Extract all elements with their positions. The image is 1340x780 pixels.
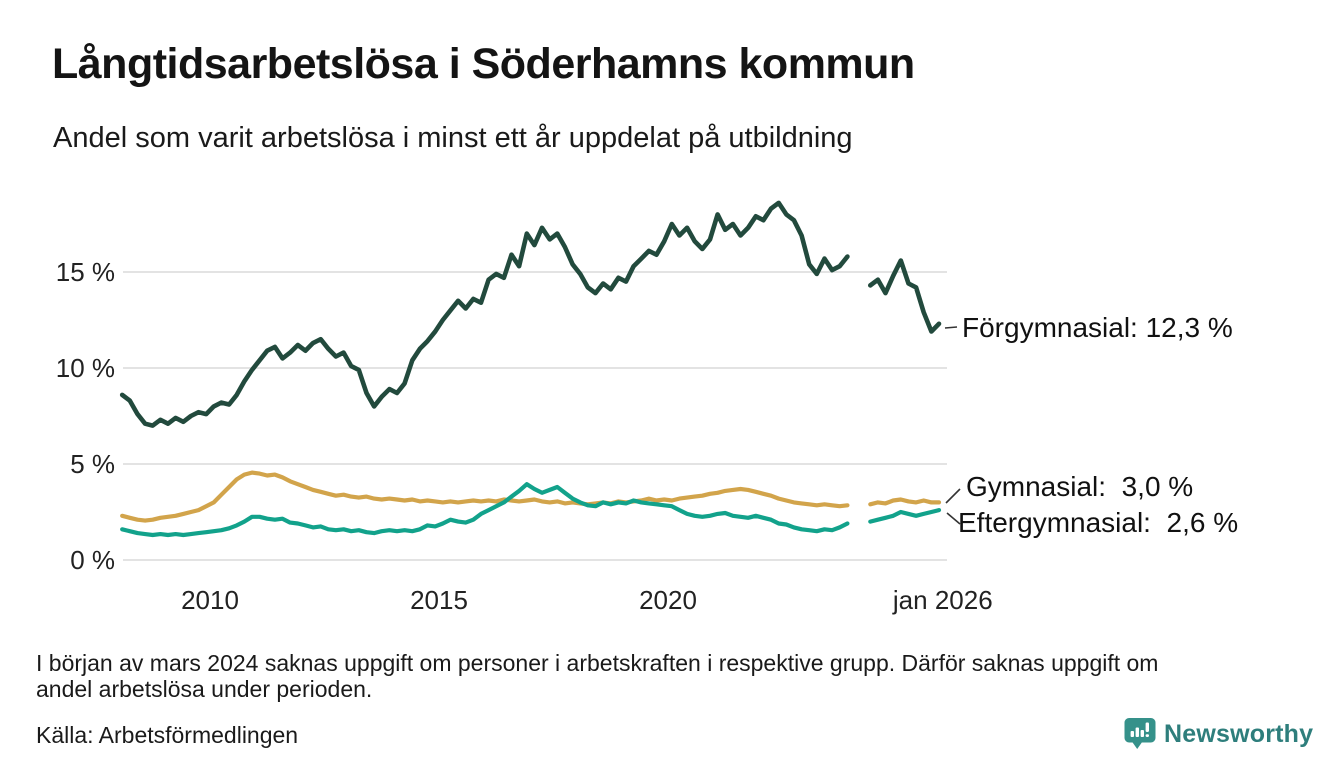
chart-subtitle: Andel som varit arbetslösa i minst ett å… bbox=[53, 122, 853, 154]
footnote: I början av mars 2024 saknas uppgift om … bbox=[36, 650, 1296, 702]
y-tick-10: 10 % bbox=[55, 353, 115, 383]
x-tick-2020: 2020 bbox=[639, 585, 697, 615]
series-line-förgymnasial bbox=[119, 200, 942, 428]
y-tick-5: 5 % bbox=[70, 449, 115, 479]
brand-name: Newsworthy bbox=[1164, 720, 1314, 748]
footnote-line-2: andel arbetslösa under perioden. bbox=[36, 676, 373, 702]
series-end-label-forgymnasial: Förgymnasial: 12,3 % bbox=[962, 312, 1233, 343]
label-leader-lines bbox=[944, 326, 961, 525]
leader-line-gymnasial bbox=[945, 488, 961, 504]
newsworthy-bars-glyph bbox=[1130, 722, 1149, 737]
x-tick-2010: 2010 bbox=[181, 585, 239, 615]
leader-line-eftergymnasial bbox=[946, 512, 961, 525]
series-line-eftergymnasial bbox=[120, 482, 942, 538]
footnote-line-1: I början av mars 2024 saknas uppgift om … bbox=[36, 650, 1159, 676]
source-credit: Källa: Arbetsförmedlingen bbox=[36, 722, 299, 748]
series-end-label-eftergymnasial: Eftergymnasial: 2,6 % bbox=[958, 507, 1239, 538]
x-tick-jan-2026: jan 2026 bbox=[892, 585, 993, 615]
x-tick-2015: 2015 bbox=[410, 585, 468, 615]
y-tick-15: 15 % bbox=[55, 257, 115, 287]
newsworthy-icon bbox=[1124, 718, 1156, 749]
brand-logo: Newsworthy bbox=[1124, 717, 1313, 751]
series-end-label-gymnasial: Gymnasial: 3,0 % bbox=[966, 471, 1194, 502]
chart-title: Långtidsarbetslösa i Söderhamns kommun bbox=[52, 40, 915, 88]
series-line-gymnasial bbox=[120, 470, 942, 523]
leader-line-forgymnasial bbox=[944, 326, 958, 329]
y-tick-0: 0 % bbox=[70, 545, 115, 575]
gridlines bbox=[123, 271, 947, 561]
newsworthy-bubble-shape bbox=[1124, 718, 1156, 749]
